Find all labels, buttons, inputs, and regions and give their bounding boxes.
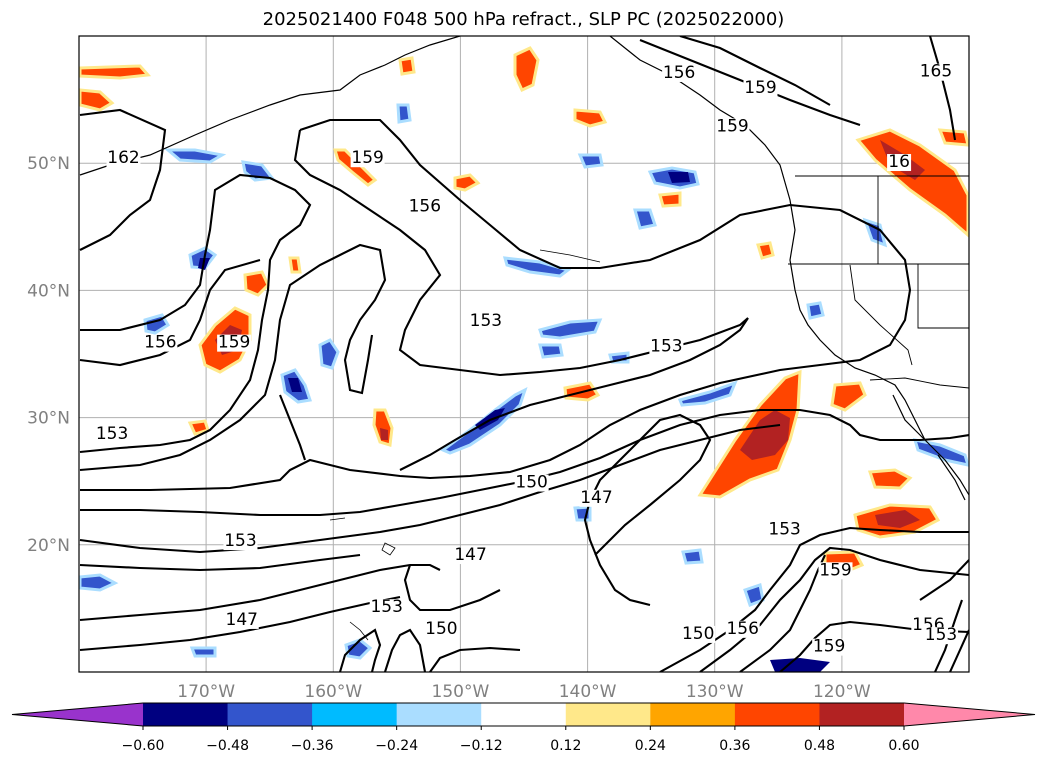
contour-label: 159 bbox=[351, 148, 383, 168]
longitude-label: 170°W bbox=[177, 682, 235, 702]
colorbar-tick-label: −0.24 bbox=[375, 738, 418, 754]
colorbar-segment bbox=[396, 703, 482, 726]
colorbar-segment bbox=[481, 703, 567, 726]
contour-label-background bbox=[743, 80, 778, 98]
latitude-label: 40°N bbox=[27, 281, 70, 301]
contour-label-background bbox=[453, 547, 488, 565]
contour-label: 150 bbox=[515, 473, 547, 493]
contour-label-background bbox=[681, 625, 716, 643]
contour-label-background bbox=[217, 334, 252, 352]
colorbar-segment bbox=[227, 703, 313, 726]
contour-label: 159 bbox=[218, 333, 250, 353]
contour-label: 153 bbox=[224, 531, 256, 551]
contour-label: 156 bbox=[663, 63, 695, 83]
longitude-label: 150°W bbox=[432, 682, 490, 702]
contour-label: 156 bbox=[726, 619, 758, 639]
latitude-label: 30°N bbox=[27, 409, 70, 429]
contour-label: 153 bbox=[650, 336, 682, 356]
contour-label-background bbox=[514, 474, 549, 492]
contour-label-background bbox=[223, 533, 258, 551]
colorbar-extend-high bbox=[904, 703, 1035, 726]
contour-label: 162 bbox=[107, 148, 139, 168]
contour-label: 147 bbox=[454, 545, 486, 565]
colorbar-extend-low bbox=[12, 703, 143, 726]
longitude-label: 120°W bbox=[813, 682, 871, 702]
contour-label: 147 bbox=[580, 488, 612, 508]
contour-label-background bbox=[662, 64, 697, 82]
colorbar-tick-label: 0.12 bbox=[550, 738, 581, 754]
contour-label-background bbox=[579, 489, 614, 507]
contour-label-background bbox=[407, 198, 442, 216]
contour-label: 150 bbox=[682, 624, 714, 644]
longitude-labels: 170°W 160°W 150°W 140°W 130°W 120°W bbox=[177, 682, 871, 702]
contour-label-background bbox=[918, 63, 953, 81]
contour-label: 159 bbox=[744, 78, 776, 98]
contour-lines bbox=[79, 36, 969, 672]
colorbar-segment bbox=[734, 703, 820, 726]
contour-label-background bbox=[887, 154, 912, 172]
contour-label: 147 bbox=[226, 610, 258, 630]
contour-label: 150 bbox=[425, 619, 457, 639]
contour-label-background bbox=[95, 426, 130, 444]
colorbar: −0.60 −0.48 −0.36 −0.24 −0.12 0.12 0.24 0.36 0.4… bbox=[11, 702, 1036, 754]
positive-anomaly-shading bbox=[79, 46, 969, 574]
colorbar-segment bbox=[819, 703, 905, 726]
colorbar-segment bbox=[565, 703, 651, 726]
contour-label: 153 bbox=[370, 597, 402, 617]
contour-label: 159 bbox=[813, 637, 845, 657]
contour-label: 159 bbox=[716, 116, 748, 136]
contour-label-background bbox=[143, 334, 178, 352]
contour-label-background bbox=[812, 638, 847, 656]
latitude-labels: 50°N 40°N 30°N 20°N bbox=[27, 154, 70, 556]
map-frame bbox=[78, 35, 970, 673]
contour-label-background bbox=[649, 338, 684, 356]
colorbar-tick-label: 0.36 bbox=[719, 738, 750, 754]
contour-label-background bbox=[350, 150, 385, 168]
colorbar-tick-label: −0.60 bbox=[122, 738, 165, 754]
contour-label: 153 bbox=[96, 424, 128, 444]
map-panel: 156 159 159 165 16 162 159 156 153 153 156 159 153 15… bbox=[79, 36, 969, 672]
contour-labels: 156 159 159 165 16 162 159 156 153 153 156 159 153 15… bbox=[95, 62, 959, 657]
contour-label-background bbox=[725, 620, 760, 638]
map-title: 2025021400 F048 500 hPa refract., SLP PC… bbox=[262, 9, 785, 30]
colorbar-segment bbox=[650, 703, 736, 726]
colorbar-tick-label: 0.48 bbox=[804, 738, 835, 754]
contour-label: 153 bbox=[925, 625, 957, 645]
colorbar-tick-label: 0.24 bbox=[635, 738, 666, 754]
colorbar-tick-label: 0.60 bbox=[888, 738, 919, 754]
contour-label-background bbox=[468, 313, 503, 331]
contour-label: 156 bbox=[144, 333, 176, 353]
contour-label: 159 bbox=[819, 560, 851, 580]
latitude-label: 50°N bbox=[27, 154, 70, 174]
longitude-label: 140°W bbox=[559, 682, 617, 702]
contour-label-background bbox=[715, 118, 750, 136]
colorbar-segment bbox=[143, 703, 229, 726]
longitude-label: 160°W bbox=[304, 682, 362, 702]
colorbar-tick-label: −0.36 bbox=[291, 738, 334, 754]
contour-label: 156 bbox=[409, 197, 441, 217]
colorbar-segment bbox=[312, 703, 398, 726]
contour-label: 153 bbox=[768, 520, 800, 540]
colorbar-tick-label: −0.12 bbox=[460, 738, 503, 754]
contour-label-background bbox=[924, 627, 959, 645]
contour-label-background bbox=[767, 521, 802, 539]
contour-label-background bbox=[106, 150, 141, 168]
contour-label-background bbox=[424, 620, 459, 638]
contour-label: 165 bbox=[920, 62, 952, 82]
contour-label-background bbox=[224, 611, 259, 629]
latitude-label: 20°N bbox=[27, 536, 70, 556]
longitude-label: 130°W bbox=[686, 682, 744, 702]
coastlines bbox=[79, 36, 969, 641]
colorbar-tick-label: −0.48 bbox=[206, 738, 249, 754]
contour-label: 16 bbox=[888, 152, 910, 172]
contour-label-background bbox=[369, 599, 404, 617]
contour-label: 153 bbox=[470, 311, 502, 331]
contour-label-background bbox=[818, 562, 853, 580]
